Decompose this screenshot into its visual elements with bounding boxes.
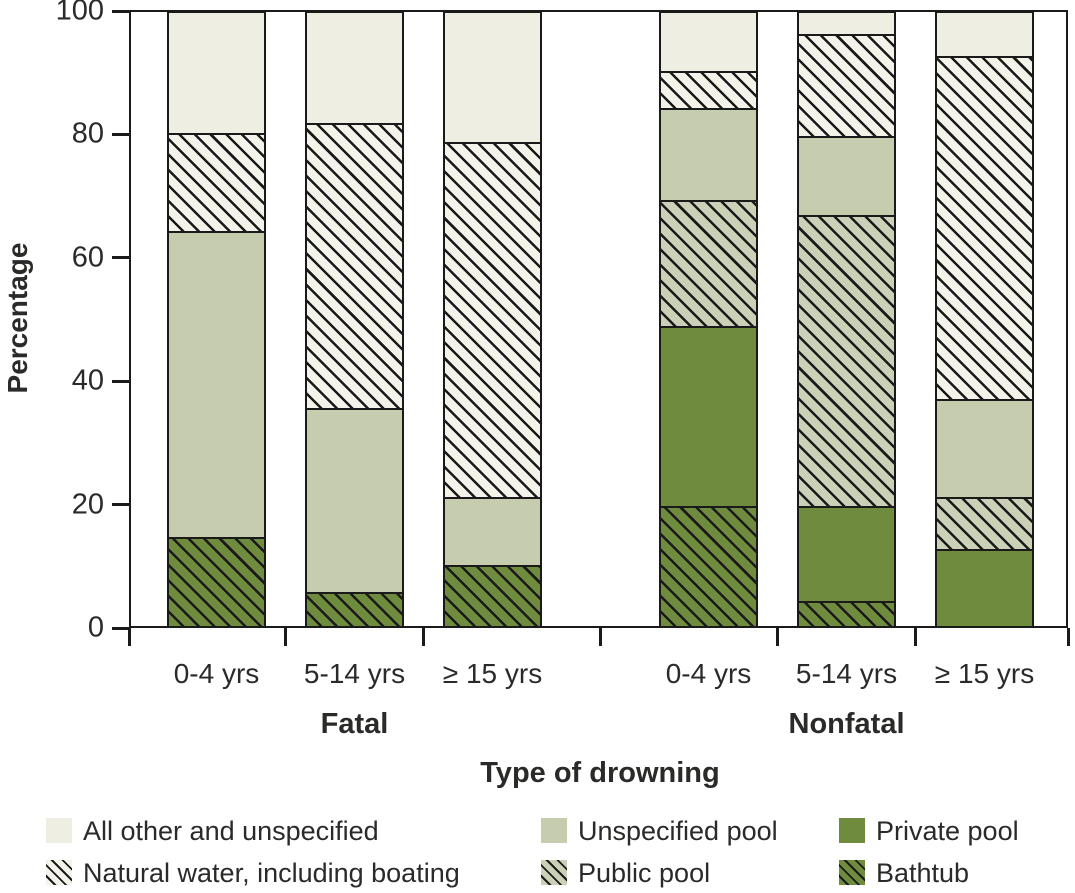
y-axis-tick (112, 379, 129, 383)
private-pool-segment (799, 506, 894, 602)
x-axis-tick (1066, 628, 1070, 646)
private-pool-segment (661, 325, 756, 507)
x-axis-title: Type of drowning (480, 757, 720, 789)
legend-label-private-pool: Private pool (876, 816, 1019, 846)
y-axis-tick (112, 256, 129, 260)
all-other-segment (937, 13, 1032, 56)
legend-swatch-bathtub (839, 860, 865, 885)
legend-swatch-private-pool (839, 818, 865, 843)
y-axis-tick-label: 100 (55, 0, 104, 27)
y-axis-tick-label: 40 (71, 364, 104, 397)
x-axis-tick (599, 628, 602, 646)
bar-fatal-0-4-yrs (167, 11, 266, 628)
bar-nonfatal-15-yrs (935, 11, 1034, 628)
natural-water-segment (169, 132, 264, 231)
private-pool-segment (937, 549, 1032, 626)
y-axis-tick-label: 60 (71, 241, 104, 274)
unspecified-pool-segment (799, 135, 894, 216)
all-other-segment (307, 13, 402, 124)
bathtub-segment (799, 601, 894, 626)
x-axis-category-label: 0-4 yrs (665, 658, 752, 689)
public-pool-segment (937, 497, 1032, 550)
unspecified-pool-segment (445, 497, 540, 565)
unspecified-pool-segment (661, 108, 756, 200)
y-axis-tick (112, 132, 129, 136)
legend-swatch-all-other (46, 818, 72, 843)
natural-water-segment (307, 123, 402, 409)
bar-nonfatal-5-14-yrs (797, 11, 896, 628)
all-other-segment (169, 13, 264, 133)
bathtub-segment (169, 537, 264, 626)
all-other-segment (661, 13, 756, 72)
legend-label-bathtub: Bathtub (876, 858, 970, 888)
x-axis-category-label: 0-4 yrs (173, 658, 260, 689)
bathtub-segment (661, 506, 756, 626)
natural-water-segment (661, 71, 756, 109)
x-axis-tick (127, 628, 131, 646)
legend-label-public-pool: Public pool (578, 858, 711, 888)
plot-area (129, 10, 1068, 628)
x-axis-tick (914, 628, 917, 646)
all-other-segment (445, 13, 540, 142)
all-other-segment (799, 13, 894, 35)
y-axis-tick-label: 0 (87, 611, 104, 644)
x-axis-category-label: ≥ 15 yrs (442, 658, 543, 689)
x-axis-category-label: 5-14 yrs (303, 658, 406, 689)
y-axis-tick-label: 80 (71, 117, 104, 150)
public-pool-segment (799, 215, 894, 507)
natural-water-segment (937, 55, 1032, 400)
unspecified-pool-segment (937, 399, 1032, 498)
y-axis-tick (112, 626, 129, 630)
x-axis-tick (422, 628, 425, 646)
unspecified-pool-segment (169, 230, 264, 538)
y-axis-tick (112, 503, 129, 507)
bathtub-segment (307, 592, 402, 626)
x-axis-category-label: ≥ 15 yrs (934, 658, 1035, 689)
natural-water-segment (799, 34, 894, 136)
legend-swatch-public-pool (541, 860, 567, 885)
x-axis-tick (284, 628, 287, 646)
y-axis-title: Percentage (2, 242, 33, 394)
legend-label-unspecified-pool: Unspecified pool (578, 816, 778, 846)
natural-water-segment (445, 141, 540, 498)
legend-label-all-other: All other and unspecified (83, 816, 379, 846)
bathtub-segment (445, 564, 540, 626)
legend-swatch-natural-water (46, 860, 72, 885)
bar-fatal-15-yrs (443, 11, 542, 628)
bar-nonfatal-0-4-yrs (659, 11, 758, 628)
y-axis-tick-label: 20 (71, 488, 104, 521)
y-axis-tick (112, 9, 129, 13)
group-label-nonfatal: Nonfatal (788, 708, 905, 740)
unspecified-pool-segment (307, 408, 402, 593)
x-axis-tick (776, 628, 779, 646)
public-pool-segment (661, 199, 756, 326)
x-axis-category-label: 5-14 yrs (795, 658, 898, 689)
legend-label-natural-water: Natural water, including boating (83, 858, 460, 888)
bar-fatal-5-14-yrs (305, 11, 404, 628)
legend-swatch-unspecified-pool (541, 818, 567, 843)
group-label-fatal: Fatal (320, 708, 389, 740)
